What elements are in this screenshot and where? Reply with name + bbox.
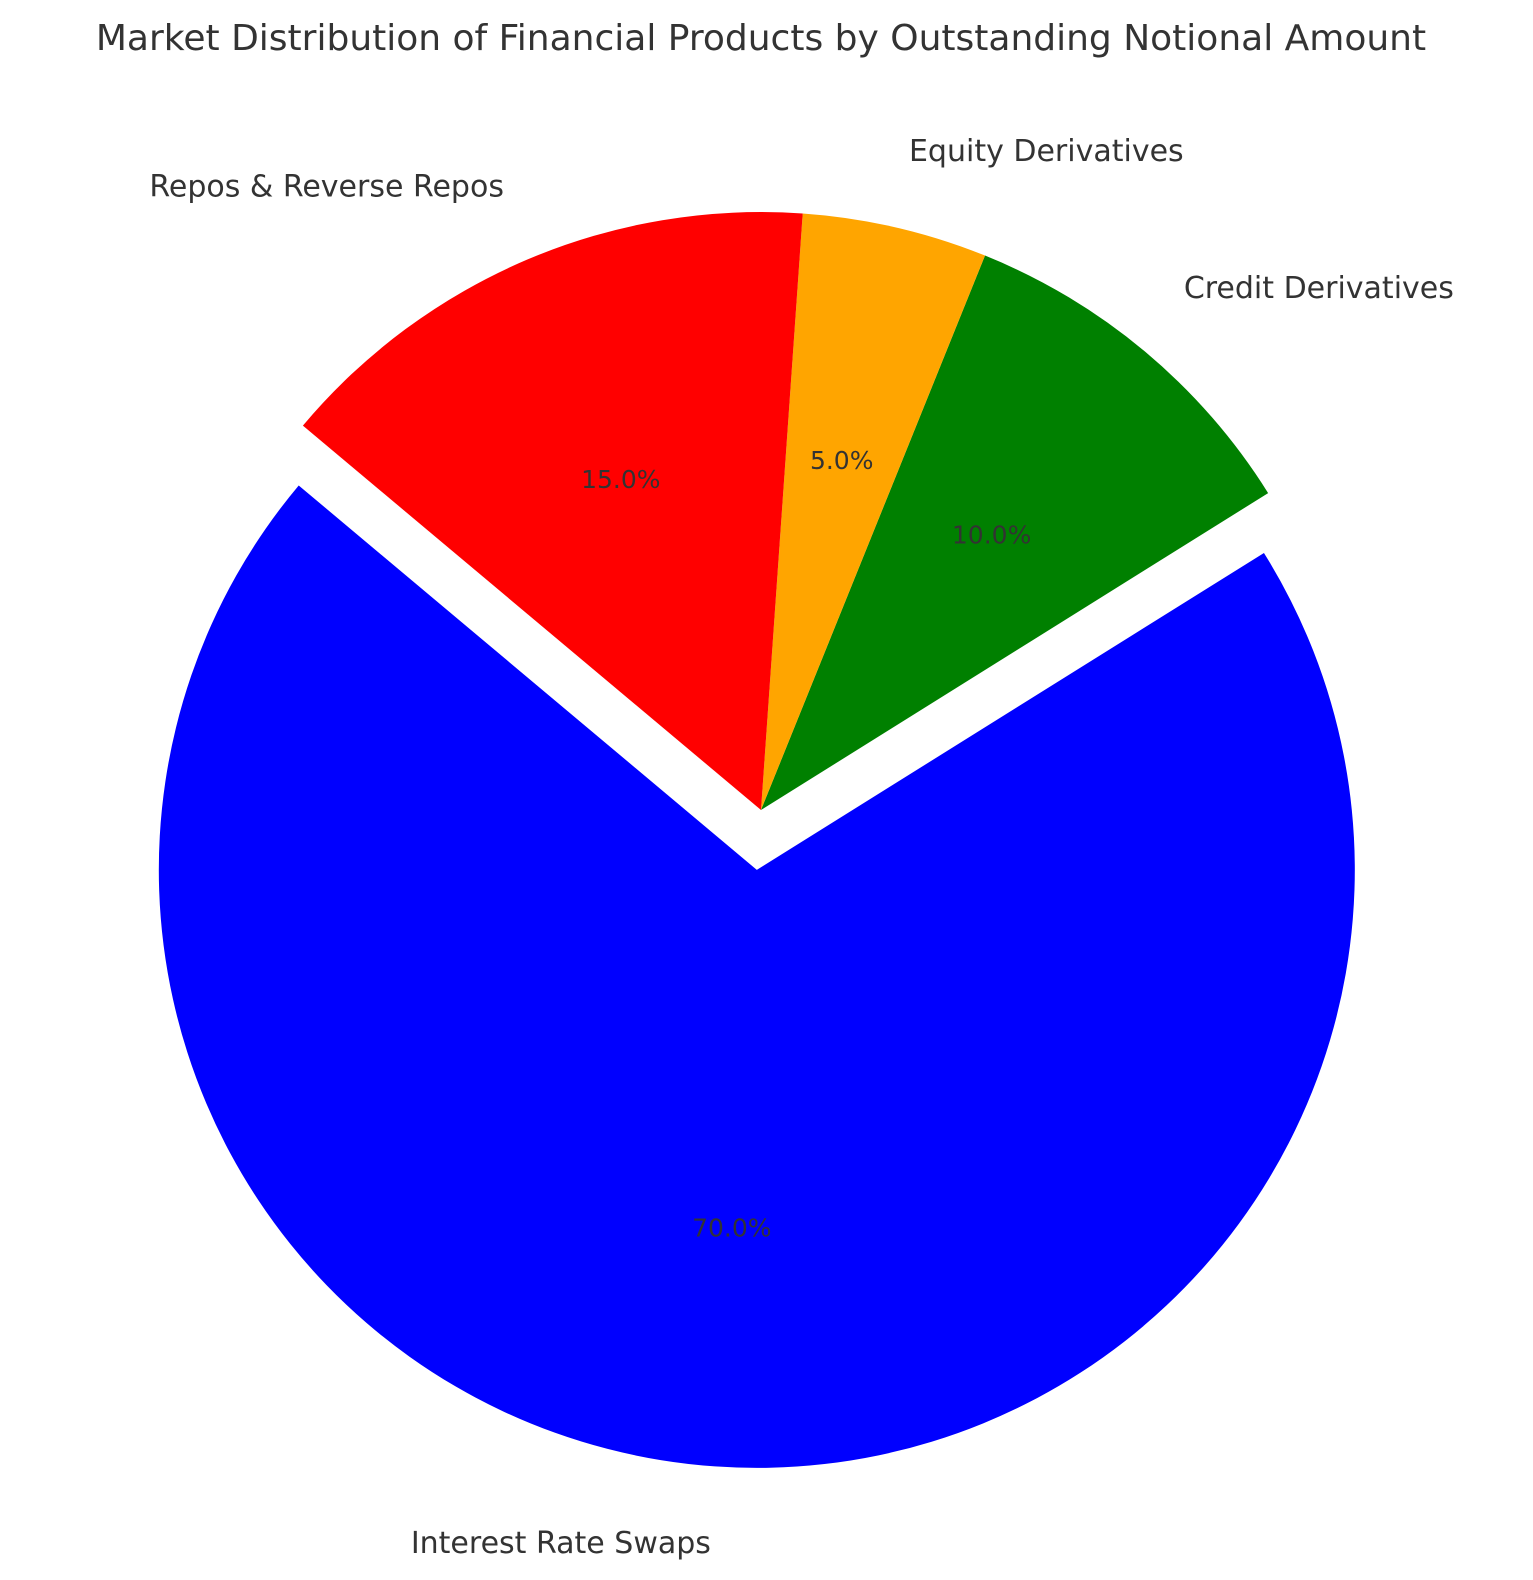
slice-label-repos-and-reverse-repos: Repos & Reverse Repos [149,169,504,204]
pct-label-credit-derivatives: 10.0% [952,521,1031,550]
pct-label-interest-rate-swaps: 70.0% [692,1213,771,1242]
pie-slice-equity-derivatives [761,213,986,811]
slice-label-equity-derivatives: Equity Derivatives [909,134,1184,169]
pct-label-repos-and-reverse-repos: 15.0% [581,465,660,494]
slices-layer [158,211,1355,1468]
pie-slice-interest-rate-swaps [158,485,1355,1468]
pie-slice-repos-and-reverse-repos [302,211,803,810]
chart-title: Market Distribution of Financial Product… [96,18,1426,59]
pct-label-equity-derivatives: 5.0% [810,446,874,475]
slice-label-credit-derivatives: Credit Derivatives [1184,271,1454,306]
labels-layer: Interest Rate Swaps 70.0% Credit Derivativ… [149,134,1453,1561]
pie-slice-credit-derivatives [761,255,1269,810]
slice-label-interest-rate-swaps: Interest Rate Swaps [411,1526,711,1561]
